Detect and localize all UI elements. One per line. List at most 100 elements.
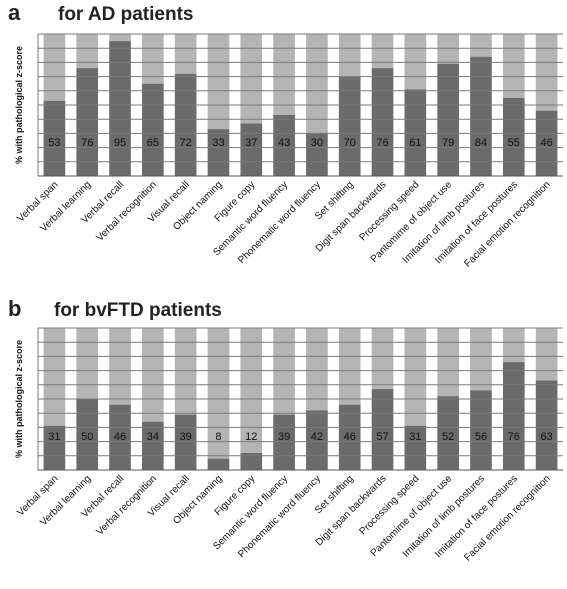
bar-remainder [535, 34, 558, 111]
x-tick-label: Verbal recognition [95, 179, 159, 243]
data-label: 46 [540, 137, 552, 149]
bar-remainder [43, 328, 66, 426]
bar-remainder [306, 328, 328, 411]
data-label: 46 [344, 431, 356, 443]
bar [404, 89, 427, 176]
data-label: 76 [81, 137, 93, 149]
chart-title: for bvFTD patients [54, 300, 222, 321]
data-label: 61 [409, 137, 421, 149]
bar [109, 41, 131, 176]
bar-remainder [109, 328, 131, 405]
bar [470, 56, 492, 176]
bar-remainder [207, 328, 230, 459]
bar-remainder [404, 34, 427, 90]
data-label: 30 [311, 137, 323, 149]
data-label: 63 [540, 431, 552, 443]
bar [207, 129, 230, 176]
data-label: 43 [278, 137, 290, 149]
bar [109, 404, 131, 470]
bar [437, 63, 459, 176]
x-tick-label: Processing speed [357, 179, 421, 243]
bar [338, 404, 361, 470]
bar [240, 452, 263, 470]
bar [240, 123, 263, 176]
bar-remainder [535, 328, 558, 381]
bar-remainder [306, 34, 328, 134]
data-label: 50 [81, 431, 93, 443]
data-label: 31 [48, 431, 60, 443]
data-label: 52 [442, 431, 454, 443]
data-label: 31 [409, 431, 421, 443]
data-label: 72 [180, 137, 192, 149]
bar-remainder [174, 328, 197, 415]
data-label: 39 [278, 431, 290, 443]
bar-remainder [338, 328, 361, 405]
bar [535, 380, 558, 470]
data-label: 33 [212, 137, 224, 149]
bar [470, 390, 492, 470]
chart-panel-b: b for bvFTD patients % with pathological z… [8, 296, 563, 564]
bar [207, 458, 230, 470]
chart-panel-a: a for AD patients % with pathological z-sc… [8, 0, 563, 270]
bar-remainder [371, 328, 394, 390]
bar [338, 76, 361, 176]
bar-remainder [142, 34, 164, 84]
data-label: 37 [245, 137, 257, 149]
bar-remainder [174, 34, 197, 74]
data-label: 79 [442, 137, 454, 149]
data-label: 56 [475, 431, 487, 443]
data-label: 95 [114, 137, 126, 149]
bar [306, 410, 328, 470]
bar [142, 421, 164, 470]
bar-remainder [240, 34, 263, 124]
bar [273, 114, 295, 176]
bar [371, 389, 394, 470]
x-tick-label: Processing speed [357, 473, 421, 537]
bar-remainder [240, 328, 263, 453]
y-axis-label: % with pathological z-score [14, 340, 24, 458]
bar [404, 425, 427, 470]
bar [502, 362, 525, 470]
data-label: 70 [344, 137, 356, 149]
data-label: 76 [376, 137, 388, 149]
bar-remainder [76, 328, 99, 399]
data-label: 55 [508, 137, 520, 149]
bar-remainder [470, 34, 492, 57]
chart-title: for AD patients [58, 4, 193, 25]
data-label: 53 [48, 137, 60, 149]
bar-remainder [404, 328, 427, 426]
bar-remainder [502, 328, 525, 363]
bar [437, 396, 459, 470]
data-label: 39 [180, 431, 192, 443]
bar-remainder [273, 34, 295, 115]
data-label: 42 [311, 431, 323, 443]
panel-letter: b [8, 296, 21, 321]
bar [76, 399, 99, 470]
panel-letter: a [8, 0, 21, 25]
bar-remainder [43, 34, 66, 101]
data-label: 12 [245, 431, 257, 443]
data-label: 8 [215, 431, 221, 443]
bar [76, 68, 99, 176]
bar-remainder [109, 34, 131, 42]
bar [371, 68, 394, 176]
data-label: 46 [114, 431, 126, 443]
bar [306, 133, 328, 176]
data-label: 84 [475, 137, 487, 149]
bar-remainder [142, 328, 164, 422]
bar-remainder [502, 34, 525, 98]
bar-remainder [76, 34, 99, 69]
bar [502, 97, 525, 176]
bar [142, 83, 164, 176]
x-tick-label: Verbal recognition [95, 473, 159, 537]
bar-remainder [470, 328, 492, 391]
y-axis-label: % with pathological z-score [14, 46, 24, 164]
bar [174, 73, 197, 176]
data-label: 57 [376, 431, 388, 443]
bar-remainder [371, 34, 394, 69]
data-label: 65 [147, 137, 159, 149]
bar-remainder [437, 34, 459, 64]
bar-remainder [437, 328, 459, 397]
bar-remainder [273, 328, 295, 415]
data-label: 76 [508, 431, 520, 443]
